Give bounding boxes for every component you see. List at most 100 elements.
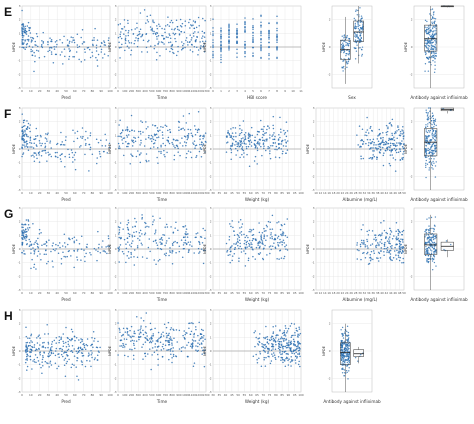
jitter-point	[426, 218, 428, 220]
x-tick-label: 1100	[189, 393, 196, 397]
data-point	[185, 243, 188, 246]
data-point	[250, 145, 253, 147]
data-point	[156, 244, 159, 246]
data-point	[294, 349, 297, 351]
y-tick-label: -2	[209, 174, 212, 178]
data-point	[173, 329, 175, 331]
y-tick-label: -3	[209, 390, 212, 394]
data-point	[31, 146, 33, 148]
data-point	[289, 343, 292, 346]
box-body	[353, 20, 364, 42]
data-point	[180, 26, 183, 28]
data-point	[28, 226, 31, 229]
data-point	[142, 358, 144, 360]
data-point	[74, 339, 76, 342]
data-point	[277, 241, 279, 244]
data-point	[236, 40, 238, 42]
data-point	[288, 340, 290, 342]
jitter-point	[430, 44, 432, 46]
data-point	[391, 149, 393, 152]
jitter-point	[426, 44, 428, 46]
data-point	[393, 250, 396, 252]
data-point	[119, 345, 121, 347]
data-point	[57, 353, 59, 355]
data-point	[156, 127, 159, 129]
jitter-point	[433, 246, 436, 248]
data-point	[393, 147, 396, 150]
data-point	[45, 241, 48, 244]
data-point	[124, 331, 127, 333]
data-point	[202, 349, 204, 352]
data-point	[272, 134, 274, 136]
data-point	[204, 338, 206, 340]
data-point	[155, 263, 157, 265]
data-point	[196, 350, 199, 353]
data-point	[124, 38, 127, 41]
data-point	[205, 141, 207, 143]
data-point	[229, 136, 232, 138]
data-point	[189, 18, 191, 21]
data-point	[25, 235, 27, 238]
data-point	[402, 137, 405, 140]
data-point	[201, 353, 203, 355]
data-point	[25, 233, 27, 236]
jitter-point	[359, 47, 361, 49]
data-point	[385, 131, 388, 134]
data-point	[400, 238, 402, 240]
data-point	[200, 141, 203, 143]
data-point	[68, 40, 71, 43]
data-point	[390, 231, 393, 233]
x-tick-label: 35	[218, 291, 222, 295]
data-point	[33, 160, 36, 162]
jitter-point	[342, 358, 345, 360]
data-point	[272, 346, 275, 348]
data-point	[123, 19, 126, 21]
data-point	[23, 27, 25, 29]
data-point	[128, 130, 131, 133]
data-point	[271, 237, 273, 240]
data-point	[129, 162, 131, 165]
data-point	[63, 242, 66, 244]
jitter-point	[434, 135, 437, 138]
data-point	[239, 140, 241, 142]
y-tick-label: 2	[313, 220, 315, 224]
jitter-point	[357, 21, 359, 23]
data-point	[250, 246, 252, 248]
data-point	[201, 241, 204, 244]
data-point	[273, 138, 276, 141]
data-point	[133, 330, 136, 333]
x-tick-label: 0	[21, 291, 23, 295]
data-point	[165, 326, 168, 329]
data-point	[51, 260, 54, 262]
data-point	[287, 364, 290, 366]
data-point	[399, 150, 402, 152]
data-point	[36, 157, 38, 160]
data-point	[245, 234, 248, 237]
data-point	[276, 21, 278, 24]
data-point	[383, 247, 386, 250]
data-point	[387, 142, 390, 145]
data-point	[150, 45, 152, 47]
data-point	[182, 145, 184, 147]
data-point	[391, 142, 394, 145]
data-point	[21, 133, 24, 135]
data-point	[22, 35, 25, 37]
data-point	[124, 129, 127, 131]
data-point	[88, 354, 90, 356]
data-point	[134, 39, 136, 42]
data-point	[200, 155, 203, 158]
data-point	[396, 137, 398, 139]
jitter-point	[340, 43, 343, 46]
data-point	[274, 238, 277, 240]
data-point	[376, 138, 379, 140]
data-point	[393, 132, 396, 135]
data-point	[258, 231, 261, 234]
x-axis-label: Pred	[61, 297, 71, 302]
data-point	[75, 350, 78, 353]
data-point	[400, 143, 403, 145]
data-point	[160, 150, 162, 153]
data-point	[290, 340, 292, 342]
data-point	[136, 27, 138, 29]
data-point	[25, 358, 27, 361]
data-point	[378, 244, 380, 247]
